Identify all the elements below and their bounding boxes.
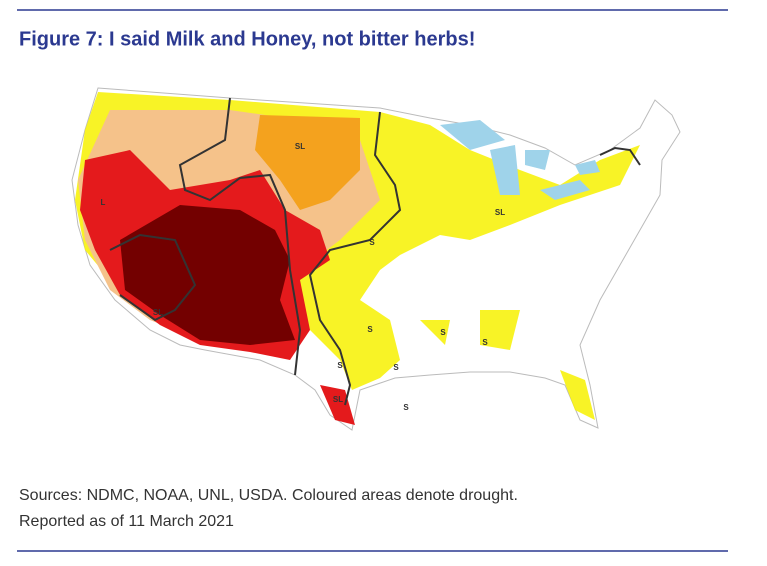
title: Figure 7: I said Milk and Honey, not bit… bbox=[19, 28, 475, 50]
drought-yellow-se bbox=[420, 310, 595, 420]
map-label: SL bbox=[495, 208, 505, 217]
map-label: S bbox=[403, 403, 409, 412]
map-label: S bbox=[367, 325, 373, 334]
map-label: SL bbox=[333, 395, 343, 404]
map-label: S bbox=[440, 328, 446, 337]
map-label: S bbox=[369, 238, 375, 247]
drought-map bbox=[71, 87, 681, 431]
map-label: SL bbox=[153, 308, 163, 317]
map-labels: SL L SL S SL S S S S S SL S bbox=[101, 142, 506, 412]
map-label: S bbox=[337, 361, 343, 370]
lakes bbox=[440, 120, 600, 200]
map-label: S bbox=[482, 338, 488, 347]
map-label: SL bbox=[295, 142, 305, 151]
impact-lines bbox=[109, 97, 641, 406]
drought-darkred bbox=[120, 205, 295, 345]
map-label: S bbox=[393, 363, 399, 372]
drought-orange bbox=[255, 115, 360, 210]
reported: Reported as of 11 March 2021 bbox=[19, 513, 234, 530]
map-label: L bbox=[101, 198, 106, 207]
sources: Sources: NDMC, NOAA, UNL, USDA. Coloured… bbox=[19, 487, 518, 504]
